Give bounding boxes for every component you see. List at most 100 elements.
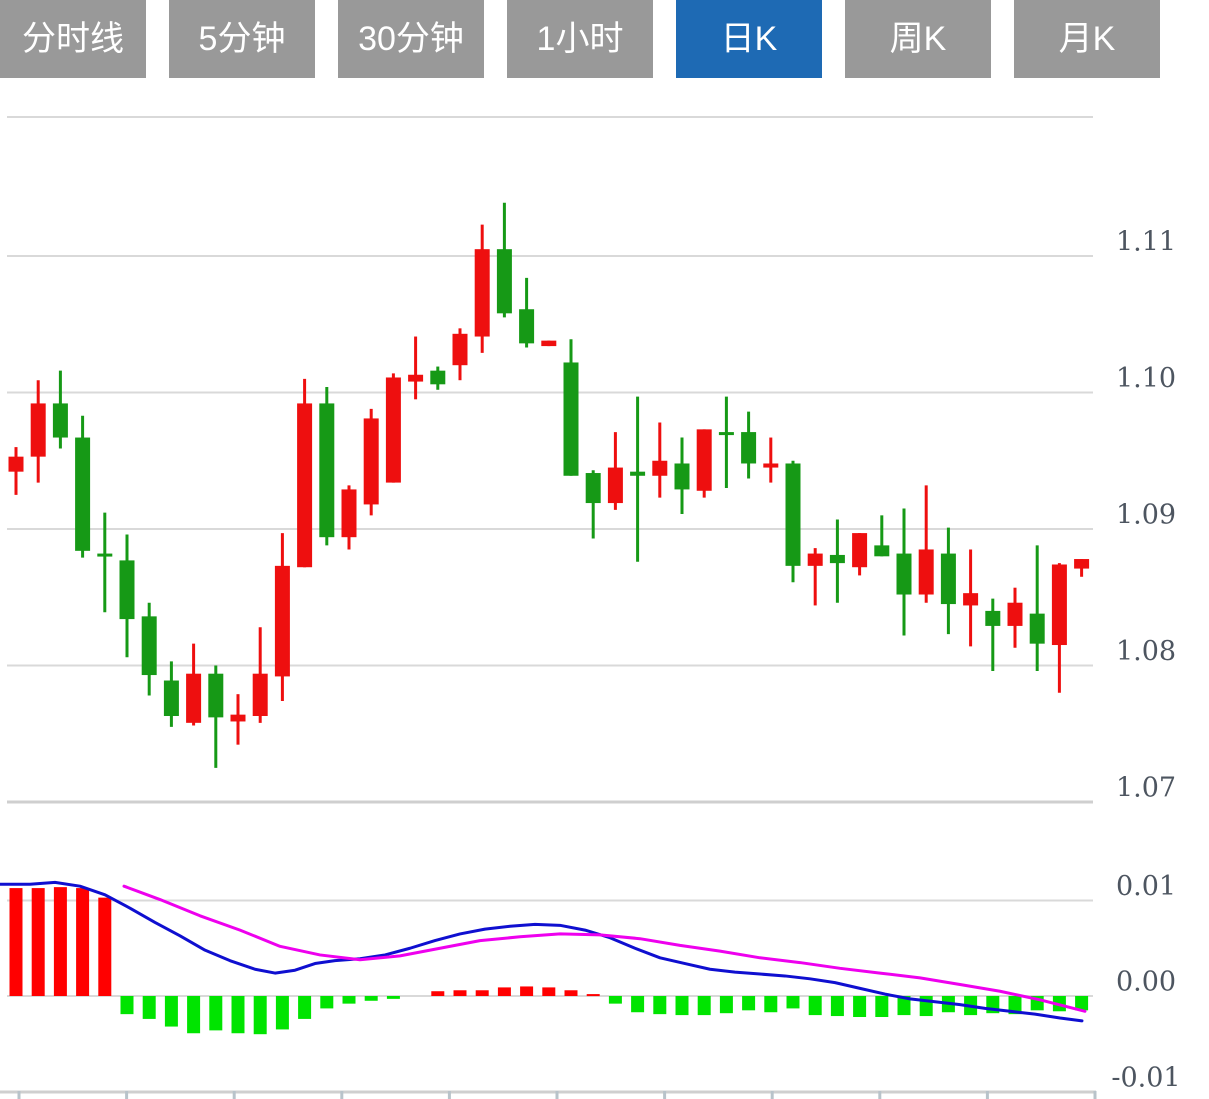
macd-bar-17 <box>364 996 378 1001</box>
candle-19 <box>408 336 424 400</box>
candle-body <box>8 456 24 472</box>
tab-monthly-k[interactable]: 月K <box>1014 0 1160 78</box>
candle-body <box>741 432 757 464</box>
tab-1hour[interactable]: 1小时 <box>507 0 653 78</box>
candle-body <box>519 309 535 344</box>
tab-5min[interactable]: 5分钟 <box>169 0 315 78</box>
candle-body <box>896 553 912 595</box>
macd-bar-21 <box>453 990 467 996</box>
candle-body <box>541 340 557 347</box>
price-axis-label-1.07: 1.07 <box>1116 773 1176 804</box>
tab-daily-k[interactable]: 日K <box>676 0 822 78</box>
candle-41 <box>896 508 912 636</box>
macd-bar-8 <box>164 996 178 1027</box>
macd-bar-5 <box>98 897 112 996</box>
candle-11 <box>230 694 246 745</box>
candle-body <box>585 473 601 504</box>
macd-bar-16 <box>342 996 356 1004</box>
candle-39 <box>852 533 868 576</box>
tab-30min[interactable]: 30分钟 <box>338 0 484 78</box>
candle-13 <box>274 533 290 701</box>
macd-bar-10 <box>209 996 223 1031</box>
candle-body <box>630 471 646 476</box>
candle-9 <box>186 643 202 726</box>
candle-body <box>496 249 512 314</box>
candle-body <box>1029 613 1045 644</box>
candle-21 <box>452 328 468 381</box>
macd-bar-40 <box>875 996 889 1018</box>
candle-1 <box>8 447 24 495</box>
candle-42 <box>918 485 934 603</box>
candle-body <box>652 460 668 476</box>
macd-bar-34 <box>742 996 756 1011</box>
candle-body <box>452 333 468 366</box>
candle-body <box>163 680 179 717</box>
macd-bar-24 <box>520 986 534 996</box>
candle-body <box>52 403 68 438</box>
candle-46 <box>1007 587 1023 648</box>
candle-body <box>97 553 113 557</box>
candle-body <box>119 560 135 620</box>
candle-body <box>1051 564 1067 646</box>
macd-bar-38 <box>830 996 844 1017</box>
candle-body <box>607 467 623 504</box>
candle-body <box>141 616 157 676</box>
macd-bar-9 <box>187 996 201 1034</box>
macd-bar-15 <box>320 996 334 1009</box>
macd-bar-33 <box>719 996 733 1014</box>
candle-body <box>319 403 335 538</box>
macd-bar-31 <box>675 996 689 1016</box>
candle-37 <box>807 548 823 606</box>
candle-body <box>874 545 890 557</box>
candle-body <box>696 429 712 491</box>
macd-bar-20 <box>431 991 445 996</box>
price-axis-label-1.11: 1.11 <box>1116 227 1176 258</box>
candle-body <box>963 593 979 606</box>
macd-bar-4 <box>76 888 90 996</box>
candle-body <box>563 362 579 476</box>
candle-body <box>274 565 290 677</box>
macd-bar-49 <box>1075 996 1089 1011</box>
tab-timeline[interactable]: 分时线 <box>0 0 146 78</box>
candle-body <box>75 437 91 551</box>
candle-38 <box>829 519 845 603</box>
candle-32 <box>696 429 712 498</box>
candle-body <box>186 673 202 723</box>
macd-bar-14 <box>298 996 312 1019</box>
candle-30 <box>652 422 668 498</box>
tab-weekly-k[interactable]: 周K <box>845 0 991 78</box>
macd-bar-30 <box>653 996 667 1015</box>
candle-body <box>30 403 46 457</box>
candle-body <box>918 549 934 595</box>
candle-body <box>1074 559 1090 569</box>
candle-40 <box>874 515 890 557</box>
macd-bar-18 <box>386 996 400 999</box>
gridlines <box>0 116 1096 1094</box>
candle-16 <box>341 485 357 550</box>
macd-bar-27 <box>586 994 600 997</box>
price-axis-label-1.09: 1.09 <box>1116 500 1176 531</box>
candle-4 <box>75 415 91 558</box>
candle-22 <box>474 224 490 353</box>
candle-26 <box>563 339 579 476</box>
candle-body <box>430 370 446 385</box>
dea-line <box>122 884 1087 1013</box>
candle-43 <box>940 527 956 635</box>
candle-45 <box>985 598 1001 671</box>
candle-18 <box>385 373 401 483</box>
candle-8 <box>163 661 179 727</box>
candle-12 <box>252 627 268 723</box>
macd-bar-6 <box>120 996 134 1015</box>
macd-bar-13 <box>275 996 289 1030</box>
macd-bar-29 <box>631 996 645 1013</box>
candlesticks <box>8 202 1090 768</box>
candle-body <box>674 463 690 490</box>
x-axis-ticks <box>17 1091 1097 1099</box>
macd-bar-36 <box>786 996 800 1009</box>
candle-body <box>230 714 246 722</box>
candle-7 <box>141 602 157 696</box>
macd-bar-2 <box>31 888 45 996</box>
candle-body <box>829 554 845 564</box>
candle-body <box>341 489 357 538</box>
